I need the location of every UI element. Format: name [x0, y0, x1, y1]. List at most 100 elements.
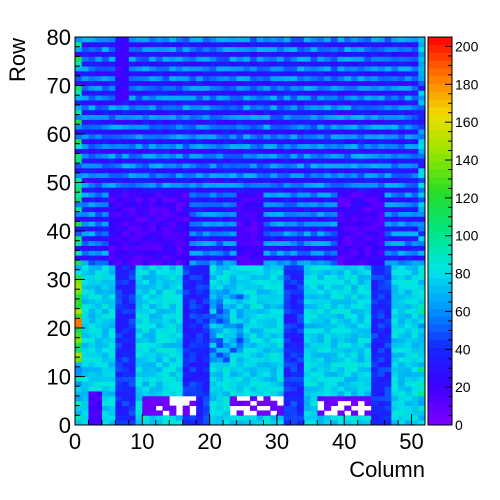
heatmap-cell	[223, 66, 231, 72]
heatmap-cell	[135, 206, 143, 212]
heatmap-cell	[344, 298, 352, 305]
heatmap-cell	[290, 337, 298, 343]
heatmap-cell	[101, 100, 110, 106]
heatmap-cell	[357, 187, 365, 193]
heatmap-cell	[182, 148, 190, 154]
heatmap-cell	[162, 148, 170, 154]
heatmap-cell	[88, 337, 96, 343]
heatmap-cell	[276, 337, 285, 343]
heatmap-cell	[216, 226, 224, 232]
heatmap-cell	[189, 124, 197, 130]
heatmap-cell	[371, 56, 379, 62]
heatmap-cell	[263, 318, 271, 324]
heatmap-cell	[169, 109, 177, 115]
heatmap-cell	[196, 260, 204, 266]
heatmap-cell	[350, 318, 359, 324]
heatmap-cell	[411, 240, 419, 246]
heatmap-cell	[364, 75, 372, 82]
heatmap-cell	[182, 245, 190, 251]
heatmap-cell	[357, 366, 365, 373]
heatmap-cell	[250, 134, 258, 140]
heatmap-cell	[404, 143, 412, 149]
heatmap-cell	[243, 90, 251, 96]
heatmap-cell	[337, 347, 345, 353]
heatmap-cell	[155, 415, 163, 421]
heatmap-cell	[88, 70, 96, 77]
heatmap-cell	[384, 104, 392, 111]
heatmap-cell	[337, 114, 345, 120]
heatmap-cell	[250, 129, 258, 135]
heatmap-cell	[95, 395, 103, 402]
heatmap-cell	[371, 51, 379, 57]
heatmap-cell	[95, 386, 103, 392]
heatmap-cell	[290, 129, 298, 135]
heatmap-cell	[391, 90, 399, 96]
heatmap-cell	[350, 51, 359, 57]
y-tick-label: 30	[47, 268, 71, 293]
heatmap-cell	[310, 148, 318, 154]
heatmap-cell	[115, 197, 123, 203]
heatmap-cell	[142, 231, 150, 237]
heatmap-cell	[122, 376, 130, 382]
heatmap-cell	[324, 80, 332, 86]
x-tick-label: 10	[130, 429, 154, 454]
heatmap-cell	[418, 386, 426, 392]
heatmap-cell	[216, 391, 224, 397]
heatmap-cell	[364, 332, 372, 339]
heatmap-cell	[371, 90, 379, 96]
heatmap-cell	[303, 109, 311, 115]
heatmap-cell	[81, 400, 89, 406]
heatmap-cell	[196, 400, 204, 406]
heatmap-cell	[182, 211, 190, 217]
heatmap-cell	[202, 269, 211, 276]
heatmap-cell	[310, 391, 318, 397]
heatmap-cell	[236, 289, 244, 295]
heatmap-cell	[243, 231, 251, 237]
heatmap-cell	[101, 163, 110, 169]
heatmap-cell	[135, 255, 143, 261]
heatmap-cell	[324, 119, 332, 125]
heatmap-cell	[391, 298, 399, 305]
y-tick-label: 80	[47, 25, 71, 50]
heatmap-cell	[344, 216, 352, 222]
heatmap-cell	[297, 143, 305, 149]
heatmap-cell	[216, 163, 224, 169]
heatmap-cell	[135, 386, 143, 392]
heatmap-cell	[377, 158, 386, 164]
heatmap-cell	[169, 294, 177, 300]
heatmap-cell	[88, 328, 96, 334]
heatmap-cell	[250, 376, 258, 382]
heatmap-cell	[350, 269, 359, 276]
heatmap-cell	[337, 410, 345, 416]
heatmap-cell	[384, 342, 392, 348]
heatmap-cell	[303, 172, 311, 179]
heatmap-cell	[101, 56, 110, 62]
heatmap-cell	[155, 347, 163, 353]
heatmap-cell	[101, 376, 110, 382]
heatmap-cell	[263, 366, 271, 373]
heatmap-cell	[297, 109, 305, 115]
heatmap-cell	[297, 400, 305, 406]
heatmap-cell	[391, 158, 399, 164]
heatmap-cell	[175, 56, 184, 62]
heatmap-cell	[169, 216, 177, 222]
heatmap-cell	[169, 75, 177, 82]
heatmap-cell	[377, 250, 386, 256]
heatmap-cell	[101, 104, 110, 111]
heatmap-cell	[182, 269, 190, 276]
heatmap-cell	[182, 371, 190, 377]
heatmap-cell	[303, 46, 311, 52]
heatmap-cell	[250, 197, 258, 203]
heatmap-cell	[101, 410, 110, 416]
heatmap-cell	[162, 274, 170, 280]
heatmap-cell	[330, 216, 338, 222]
heatmap-cell	[88, 410, 96, 416]
heatmap-cell	[95, 221, 103, 227]
heatmap-cell	[229, 226, 237, 232]
heatmap-cell	[357, 167, 365, 174]
heatmap-cell	[398, 255, 406, 261]
heatmap-cell	[350, 104, 359, 111]
heatmap-cell	[175, 313, 184, 319]
heatmap-cell	[202, 337, 211, 343]
heatmap-cell	[256, 41, 264, 48]
